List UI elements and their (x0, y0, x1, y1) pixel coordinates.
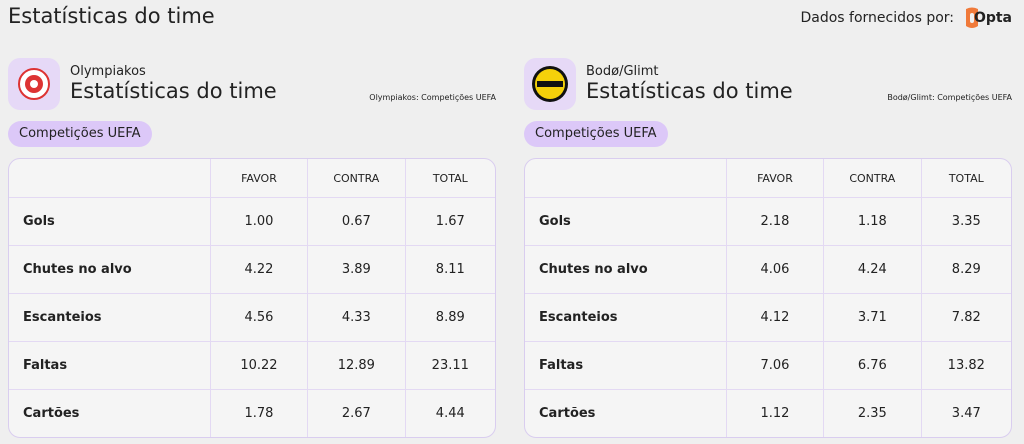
header-cell: FAVOR (726, 159, 825, 198)
stat-value: 10.22 (210, 342, 309, 390)
competition-tag: Competições UEFA (8, 121, 152, 147)
stats-table: FAVOR CONTRA TOTAL Gols 1.00 0.67 1.67 Chutes n… (8, 158, 496, 438)
header-row: FAVOR CONTRA TOTAL (9, 159, 495, 198)
stat-value: 6.76 (824, 342, 922, 390)
stat-value: 4.12 (726, 294, 825, 342)
stat-value: 8.89 (405, 294, 495, 342)
page-title: Estatísticas do time (8, 4, 215, 28)
provider-brand: Opta (973, 10, 1012, 26)
opta-icon (966, 7, 978, 28)
stat-row: Chutes no alvo 4.22 3.89 8.11 (9, 246, 495, 294)
header-cell (9, 159, 211, 198)
logo-graphic (532, 66, 568, 102)
stat-value: 4.24 (824, 246, 922, 294)
stat-value: 1.78 (211, 390, 309, 437)
stat-value: 1.18 (824, 198, 922, 246)
stat-value: 3.89 (308, 246, 406, 294)
stat-value: 3.71 (824, 294, 922, 342)
stat-value: 7.06 (726, 342, 825, 390)
stat-value: 12.89 (308, 342, 406, 390)
stat-name: Faltas (9, 342, 211, 390)
team-name: Bodø/Glimt (586, 64, 659, 79)
team-logo (524, 58, 576, 110)
competition-tag: Competições UEFA (524, 121, 668, 147)
stat-row: Cartões 1.78 2.67 4.44 (9, 390, 495, 437)
stat-value: 7.82 (921, 294, 1011, 342)
stat-name: Gols (525, 198, 727, 246)
header-cell: FAVOR (210, 159, 309, 198)
stat-value: 8.11 (405, 246, 495, 294)
stat-row: Chutes no alvo 4.06 4.24 8.29 (525, 246, 1011, 294)
stat-name: Chutes no alvo (9, 246, 211, 294)
team-logo (8, 58, 60, 110)
stat-value: 13.82 (921, 342, 1011, 390)
stat-name: Faltas (525, 342, 727, 390)
header-cell: CONTRA (308, 159, 406, 198)
stat-value: 1.12 (727, 390, 825, 437)
stat-row: Faltas 7.06 6.76 13.82 (525, 342, 1011, 390)
stat-name: Cartões (525, 390, 727, 437)
stat-value: 2.67 (308, 390, 406, 437)
stat-value: 3.35 (921, 198, 1011, 246)
stat-name: Chutes no alvo (525, 246, 727, 294)
stat-row: Cartões 1.12 2.35 3.47 (525, 390, 1011, 437)
team-panel: Olympiakos Estatísticas do time Olympiakos… (8, 0, 496, 444)
stats-table: FAVOR CONTRA TOTAL Gols 2.18 1.18 3.35 Chutes n… (524, 158, 1012, 438)
stat-value: 4.56 (210, 294, 309, 342)
header-row: FAVOR CONTRA TOTAL (525, 159, 1011, 198)
stat-row: Gols 2.18 1.18 3.35 (525, 198, 1011, 246)
stat-value: 1.00 (210, 198, 309, 246)
stat-name: Escanteios (9, 294, 211, 342)
stat-name: Cartões (9, 390, 211, 437)
stat-name: Escanteios (525, 294, 727, 342)
stat-value: 1.67 (405, 198, 495, 246)
team-panel: Bodø/Glimt Estatísticas do time Bodø/Glimt… (524, 0, 1012, 444)
header-cell: TOTAL (921, 159, 1011, 198)
source-note: Bodø/Glimt: Competições UEFA (887, 93, 1012, 102)
logo-graphic (18, 68, 50, 100)
stat-value: 23.11 (405, 342, 495, 390)
header-cell: TOTAL (405, 159, 495, 198)
source-note: Olympiakos: Competições UEFA (369, 93, 496, 102)
stat-value: 2.18 (726, 198, 825, 246)
team-name: Olympiakos (70, 64, 146, 79)
panel-title: Estatísticas do time (70, 79, 277, 103)
stat-row: Escanteios 4.56 4.33 8.89 (9, 294, 495, 342)
header-cell (525, 159, 727, 198)
header-cell: CONTRA (824, 159, 922, 198)
provider-label: Dados fornecidos por: (800, 10, 954, 26)
stat-value: 4.33 (308, 294, 406, 342)
stat-value: 4.06 (726, 246, 825, 294)
stat-row: Gols 1.00 0.67 1.67 (9, 198, 495, 246)
stat-value: 3.47 (951, 406, 981, 421)
stat-value: 2.35 (824, 390, 922, 437)
stat-name: Gols (9, 198, 211, 246)
panel-title: Estatísticas do time (586, 79, 793, 103)
stat-value: 4.44 (435, 406, 465, 421)
stat-value: 0.67 (308, 198, 406, 246)
stat-value: 8.29 (921, 246, 1011, 294)
stat-value: 4.22 (210, 246, 309, 294)
stat-row: Faltas 10.22 12.89 23.11 (9, 342, 495, 390)
stat-row: Escanteios 4.12 3.71 7.82 (525, 294, 1011, 342)
